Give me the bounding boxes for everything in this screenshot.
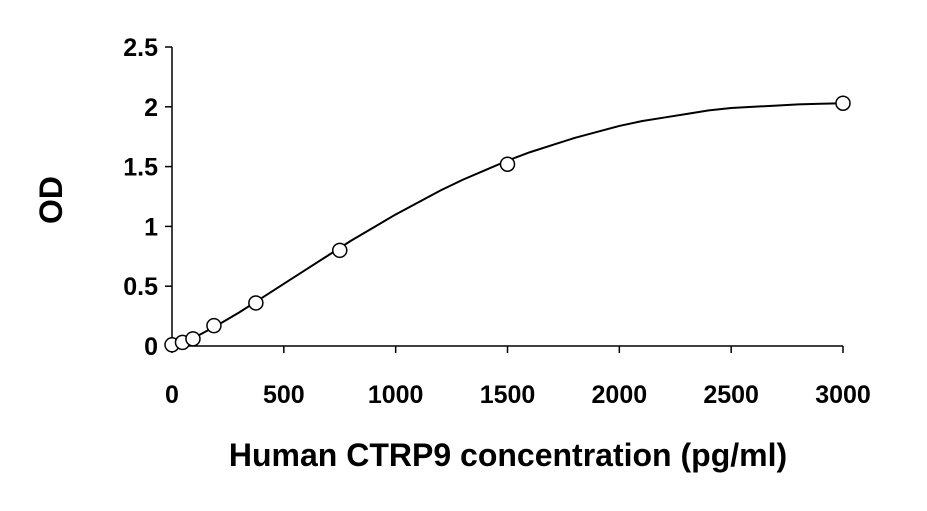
x-tick-label: 3000 — [815, 381, 871, 409]
y-tick-label: 1 — [144, 213, 158, 241]
y-axis-title: OD — [33, 176, 69, 224]
x-tick-label: 500 — [263, 381, 305, 409]
data-point — [206, 317, 222, 334]
data-point — [332, 242, 348, 259]
y-tick-label: 2 — [144, 94, 158, 122]
y-tick-label: 1.5 — [123, 154, 158, 182]
y-tick-label: 2.5 — [123, 34, 158, 62]
x-tick-label: 1000 — [368, 381, 424, 409]
x-tick-label: 0 — [165, 381, 179, 409]
data-point — [185, 331, 201, 347]
x-tick-label: 1500 — [480, 381, 536, 409]
y-tick-label: 0 — [144, 333, 158, 361]
fit-curve — [171, 102, 844, 347]
x-tick-label: 2500 — [703, 381, 759, 409]
data-point — [248, 295, 264, 311]
data-point — [835, 95, 851, 111]
data-point — [499, 156, 516, 172]
x-tick-label: 2000 — [592, 381, 648, 409]
x-axis-title: Human CTRP9 concentration (pg/ml) — [229, 437, 787, 473]
y-tick-label: 0.5 — [123, 273, 158, 301]
